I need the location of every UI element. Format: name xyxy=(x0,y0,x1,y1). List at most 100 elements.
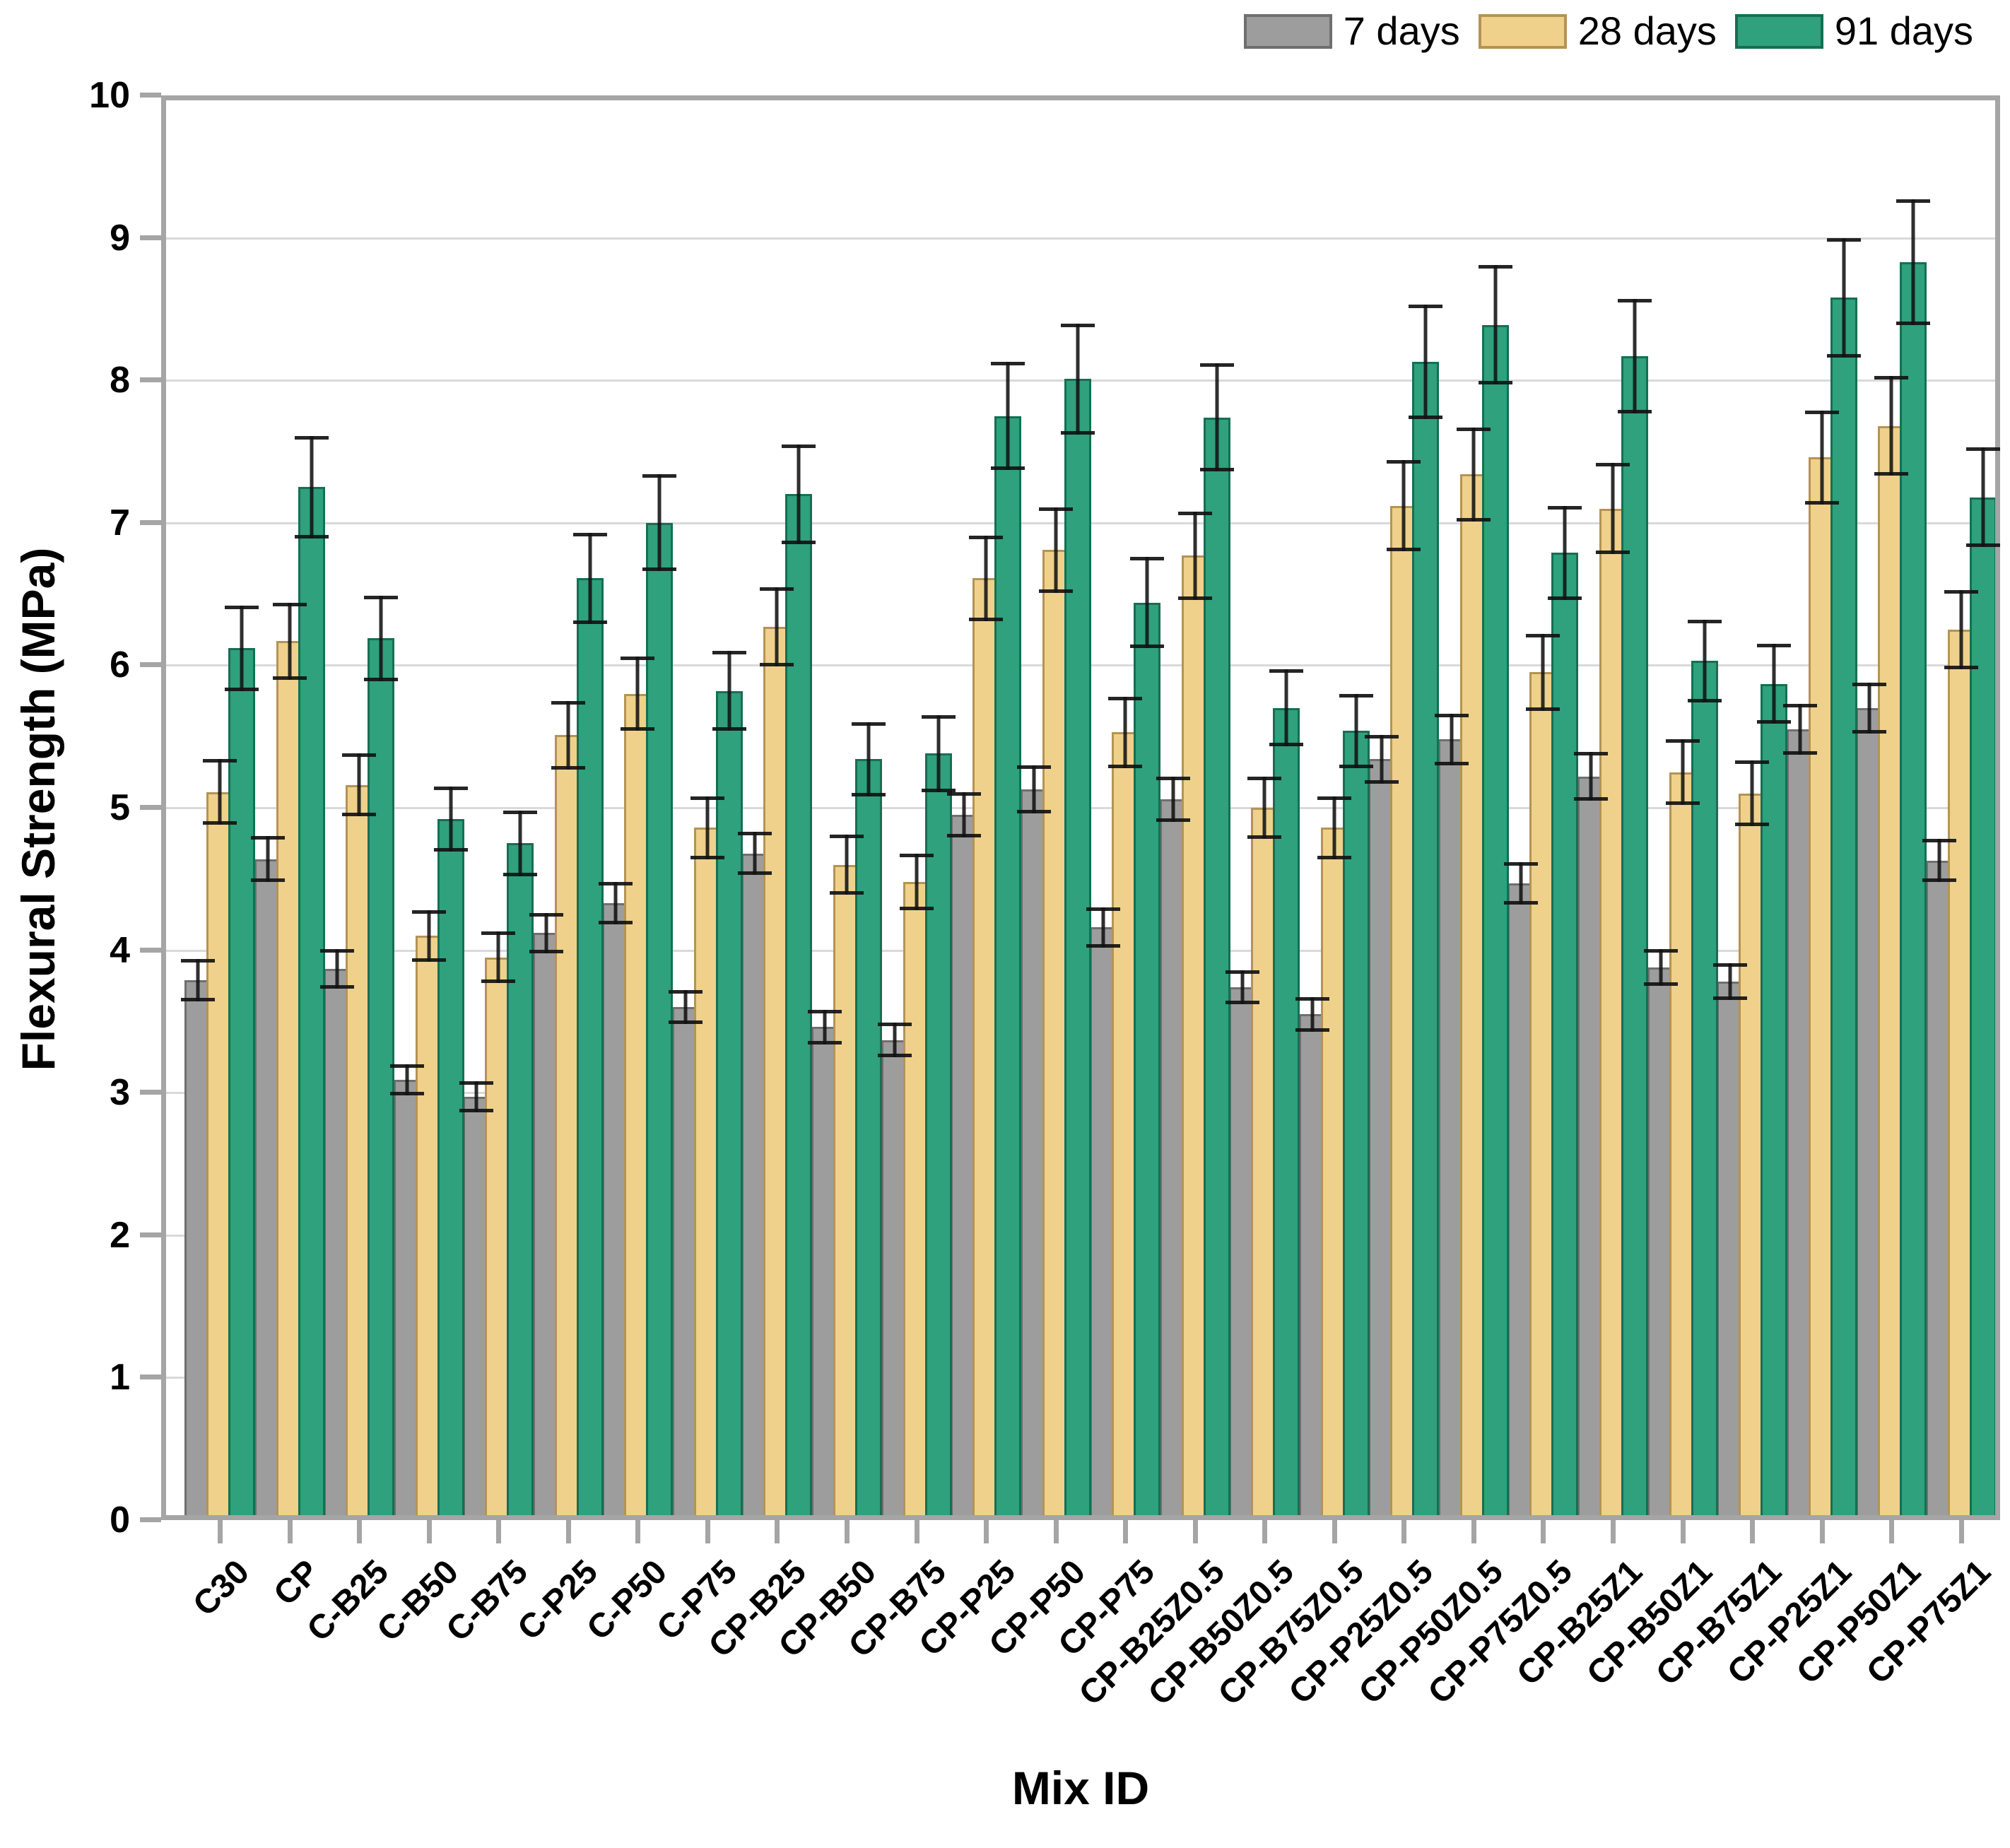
error-bar-91days-CP-B75Z0.5 xyxy=(1339,693,1373,768)
error-bar-7days-C-B75 xyxy=(459,1081,494,1113)
bar-91days-CP-P50Z0.5 xyxy=(1481,324,1509,1520)
x-tick-CP-B75Z0.5 xyxy=(1332,1520,1337,1543)
error-cap-bottom xyxy=(225,687,259,691)
error-line xyxy=(635,657,640,731)
error-line xyxy=(496,931,500,983)
y-tick-4 xyxy=(140,947,161,953)
error-cap-bottom xyxy=(1086,943,1121,948)
error-line xyxy=(335,948,339,989)
error-line xyxy=(1171,776,1175,823)
error-cap-top xyxy=(1643,948,1678,953)
legend-entry-91-days: 91 days xyxy=(1734,11,1973,51)
error-cap-top xyxy=(181,958,215,963)
error-cap-top xyxy=(481,931,516,936)
error-bar-28days-CP-B50Z1 xyxy=(1665,739,1700,805)
error-bar-7days-CP-P50 xyxy=(1016,765,1051,814)
error-cap-bottom xyxy=(829,890,864,895)
error-cap-bottom xyxy=(1826,353,1861,358)
bar-91days-CP-B25Z0.5 xyxy=(1203,417,1230,1520)
error-bar-7days-CP-B25Z1 xyxy=(1574,752,1608,801)
error-cap-bottom xyxy=(1060,430,1095,435)
error-cap-bottom xyxy=(1269,743,1304,747)
error-bar-28days-CP-B75 xyxy=(899,853,934,911)
error-cap-bottom xyxy=(1735,823,1770,827)
error-line xyxy=(984,535,988,621)
error-line xyxy=(1310,997,1315,1032)
error-line xyxy=(705,796,710,859)
error-cap-bottom xyxy=(1038,589,1073,593)
error-bar-7days-CP-P25Z1 xyxy=(1782,703,1817,755)
error-cap-bottom xyxy=(389,1092,424,1096)
error-cap-bottom xyxy=(738,871,772,875)
error-cap-bottom xyxy=(1199,468,1234,472)
error-line xyxy=(866,722,871,796)
y-tick-1 xyxy=(140,1375,161,1380)
error-bar-7days-CP-P50Z1 xyxy=(1852,682,1887,734)
error-bar-91days-CP-B25 xyxy=(782,444,816,545)
error-cap-bottom xyxy=(1574,796,1608,801)
error-line xyxy=(1101,907,1105,948)
error-cap-top xyxy=(1804,410,1839,414)
error-line xyxy=(613,881,618,925)
error-cap-top xyxy=(1735,760,1770,765)
error-bar-91days-CP-B50Z0.5 xyxy=(1269,669,1304,747)
error-bar-28days-CP-P75 xyxy=(1108,696,1143,768)
error-cap-bottom xyxy=(1922,878,1956,882)
error-cap-top xyxy=(1456,427,1491,431)
error-cap-top xyxy=(947,791,982,796)
legend-swatch-7-days xyxy=(1243,13,1332,49)
error-line xyxy=(1076,323,1080,435)
x-tick-CP-P75Z0.5 xyxy=(1541,1520,1546,1543)
error-bar-28days-CP-P25Z1 xyxy=(1804,410,1839,505)
x-tick-CP-P50Z1 xyxy=(1889,1520,1895,1543)
legend-entry-7-days: 7 days xyxy=(1243,11,1460,51)
error-cap-top xyxy=(529,913,563,917)
error-cap-top xyxy=(364,595,399,599)
error-bar-7days-CP-B50Z1 xyxy=(1643,948,1678,986)
error-bar-28days-CP-P50Z0.5 xyxy=(1456,427,1491,522)
error-line xyxy=(1937,839,1941,882)
error-line xyxy=(1145,557,1149,649)
error-cap-bottom xyxy=(1156,818,1190,823)
error-line xyxy=(893,1023,896,1057)
error-bar-91days-CP-P75Z1 xyxy=(1965,447,2000,548)
error-bar-28days-CP-B25Z1 xyxy=(1596,463,1630,555)
error-bar-91days-C-B75 xyxy=(503,811,538,876)
bar-91days-CP-B75 xyxy=(924,753,952,1520)
y-tick-10 xyxy=(140,93,161,98)
error-cap-top xyxy=(1269,669,1304,673)
error-bar-28days-CP-P75Z1 xyxy=(1944,589,1978,670)
error-cap-top xyxy=(1130,557,1165,561)
error-cap-top xyxy=(1434,713,1469,717)
error-bar-91days-CP xyxy=(294,435,329,538)
error-bar-7days-CP-P25 xyxy=(947,791,982,838)
error-bar-91days-CP-B75Z1 xyxy=(1757,644,1792,724)
bar-91days-CP-P75Z0.5 xyxy=(1551,553,1579,1520)
error-line xyxy=(1262,776,1266,840)
error-cap-top xyxy=(1177,511,1212,515)
y-tick-6 xyxy=(140,662,161,668)
error-bar-7days-C30 xyxy=(181,958,215,1002)
error-cap-bottom xyxy=(899,907,934,911)
error-cap-bottom xyxy=(1665,801,1700,805)
error-bar-28days-CP-B50Z0.5 xyxy=(1247,776,1282,840)
error-bar-28days-CP-P75Z0.5 xyxy=(1526,634,1561,711)
y-tick-0 xyxy=(140,1517,161,1522)
x-tick-CP-P25Z0.5 xyxy=(1401,1520,1407,1543)
error-cap-bottom xyxy=(1526,707,1561,711)
error-cap-top xyxy=(642,474,677,478)
error-cap-top xyxy=(1478,264,1512,269)
error-cap-top xyxy=(782,444,816,448)
error-bar-28days-CP-B25 xyxy=(760,587,794,667)
error-cap-bottom xyxy=(294,534,329,538)
error-bar-91days-CP-P75Z0.5 xyxy=(1548,505,1582,600)
x-tick-CP-B50Z1 xyxy=(1680,1520,1686,1543)
error-cap-top xyxy=(1295,997,1329,1001)
error-bar-28days-CP-P50 xyxy=(1038,507,1073,593)
error-bar-7days-CP-B50 xyxy=(807,1010,842,1044)
error-bar-91days-CP-B25Z0.5 xyxy=(1199,363,1234,472)
error-line xyxy=(357,753,361,817)
error-line xyxy=(1240,970,1245,1005)
error-bar-7days-CP-P75 xyxy=(1086,907,1121,948)
error-bar-28days-CP-B25Z0.5 xyxy=(1177,511,1212,600)
